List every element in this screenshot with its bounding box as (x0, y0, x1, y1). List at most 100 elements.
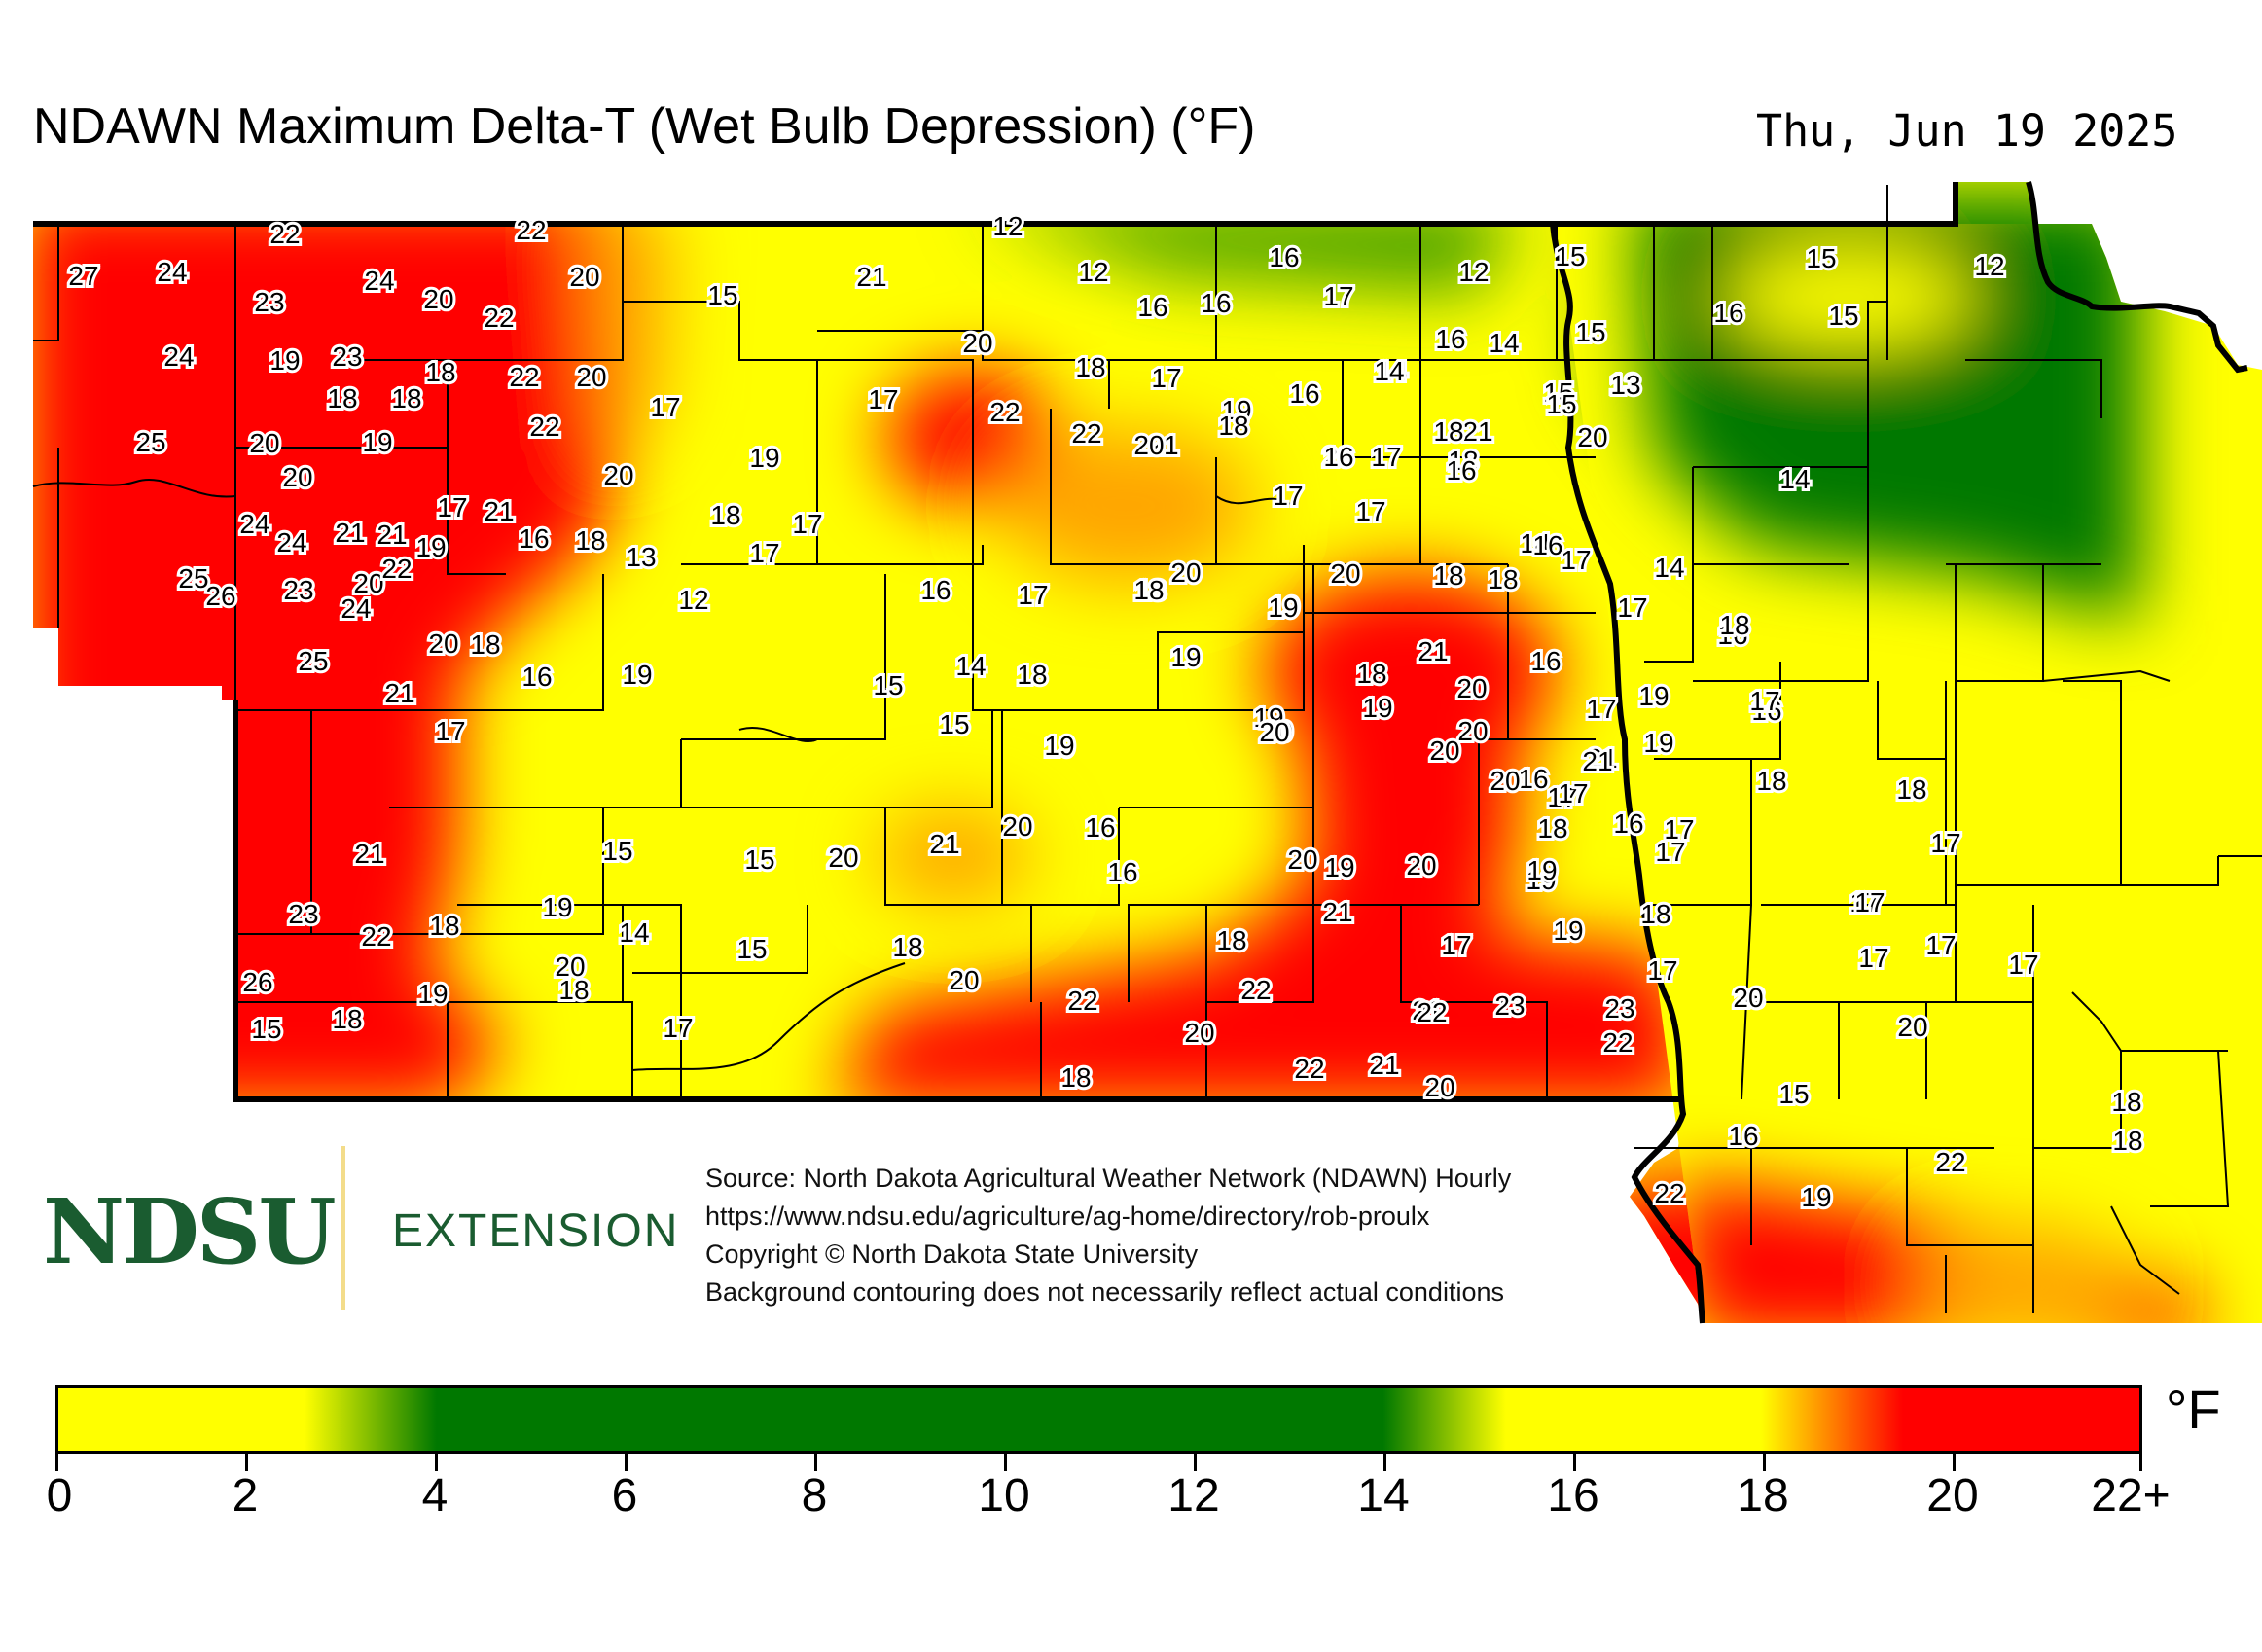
station-value: 20 (1170, 557, 1201, 588)
station-value: 21 (384, 678, 414, 708)
station-value: 22 (1294, 1054, 1324, 1084)
station-value: 21 (335, 518, 365, 548)
station-value: 19 (1324, 852, 1354, 882)
station-value: 19 (622, 660, 652, 690)
station-value: 22 (1239, 976, 1270, 1006)
color-scale-bar (55, 1385, 2142, 1454)
station-value: 20 (1002, 811, 1032, 842)
station-value: 22 (361, 921, 391, 952)
legend-tick-mark (1383, 1454, 1386, 1471)
station-value: 19 (1643, 728, 1673, 758)
station-value: 20 (1184, 1018, 1214, 1048)
station-value: 17 (437, 492, 467, 522)
station-value: 19 (542, 892, 572, 922)
station-value: 17 (1441, 930, 1471, 960)
station-value: 17 (1018, 580, 1048, 610)
station-value: 21 (1462, 416, 1492, 447)
station-value: 22 (1067, 986, 1097, 1016)
station-value: 17 (1849, 887, 1880, 917)
station-value: 22 (516, 215, 546, 245)
station-value: 18 (575, 525, 605, 556)
station-value: 14 (955, 651, 986, 681)
station-value: 21 (1418, 636, 1448, 666)
station-value: 16 (519, 523, 549, 554)
station-value: 16 (1435, 324, 1465, 354)
station-value: 21 (1369, 1050, 1399, 1080)
station-value: 16 (1518, 764, 1548, 794)
station-value: 20 (962, 328, 992, 358)
legend-tick-label: 4 (421, 1470, 449, 1522)
station-value: 17 (2008, 950, 2038, 980)
station-value: 16 (1728, 1121, 1758, 1151)
station-value: 24 (163, 341, 194, 372)
station-value: 18 (558, 975, 589, 1005)
station-value: 17 (1925, 930, 1956, 960)
station-value: 20 (1262, 716, 1292, 746)
legend-tick-label: 20 (1926, 1470, 1979, 1522)
station-value: 16 (1613, 808, 1643, 839)
station-value: 20 (428, 628, 458, 659)
station-value: 16 (1717, 620, 1747, 650)
station-value: 18 (1135, 575, 1166, 605)
station-value: 18 (892, 932, 922, 962)
legend-tick-mark (55, 1454, 58, 1471)
station-value: 19 (1044, 731, 1074, 761)
legend-tick-mark (245, 1454, 248, 1471)
station-value: 23 (254, 287, 284, 317)
legend-tick-label: 0 (46, 1470, 73, 1522)
station-value: 12 (992, 211, 1023, 241)
station-value: 22 (484, 303, 514, 333)
station-value: 16 (521, 662, 552, 692)
station-value: 15 (1575, 317, 1605, 347)
station-value: 15 (1546, 389, 1576, 419)
station-value: 22 (529, 412, 559, 442)
copyright-line: Copyright © North Dakota State Universit… (705, 1239, 1199, 1269)
map-title: NDAWN Maximum Delta-T (Wet Bulb Depressi… (33, 98, 1256, 155)
station-value: 19 (269, 345, 300, 376)
station-value: 17 (1664, 814, 1694, 844)
station-value: 20 (353, 568, 383, 598)
station-value: 18 (1216, 925, 1246, 955)
station-value: 21 (354, 839, 384, 869)
river-lines (32, 479, 1295, 1071)
station-value: 20 (423, 284, 453, 314)
station-value: 21 (1148, 430, 1178, 460)
station-value: 23 (1604, 993, 1634, 1024)
station-value: 20 (1259, 717, 1289, 747)
station-value: 22 (1654, 1178, 1684, 1208)
station-value: 15 (736, 934, 767, 964)
legend-tick-label: 16 (1547, 1470, 1599, 1522)
station-value: 25 (135, 427, 165, 457)
station-value: 13 (626, 542, 656, 572)
station-value: 19 (1638, 681, 1669, 711)
station-value: 23 (283, 575, 313, 605)
station-value: 22 (1240, 975, 1271, 1005)
station-value: 17 (1273, 481, 1303, 511)
extension-logo-text: EXTENSION (392, 1205, 680, 1257)
station-value: 19 (1801, 1182, 1831, 1212)
station-value: 14 (1654, 553, 1684, 583)
station-value: 20 (1322, 442, 1352, 472)
station-value: 21 (929, 829, 959, 859)
station-value: 18 (1640, 899, 1670, 929)
station-value: 18 (1719, 610, 1749, 640)
station-value: 24 (276, 527, 306, 557)
station-value: 22 (269, 219, 300, 249)
legend-unit: °F (2166, 1379, 2221, 1440)
station-value: 17 (1930, 828, 1960, 858)
station-value: 20 (1457, 716, 1488, 746)
station-value: 16 (1137, 292, 1167, 322)
station-value: 20 (576, 362, 606, 392)
station-value: 14 (1377, 356, 1407, 386)
station-value: 15 (251, 1014, 281, 1044)
station-value: 17 (1586, 694, 1616, 724)
station-value: 20 (1456, 673, 1487, 703)
station-value: 12 (1458, 257, 1489, 287)
station-value: 21 (1412, 995, 1442, 1025)
station-value: 25 (178, 563, 208, 593)
station-value: 22 (1071, 418, 1101, 449)
station-value: 15 (1543, 377, 1573, 408)
station-value: 18 (425, 357, 455, 387)
station-value: 22 (381, 554, 412, 584)
station-value: 15 (744, 844, 774, 875)
